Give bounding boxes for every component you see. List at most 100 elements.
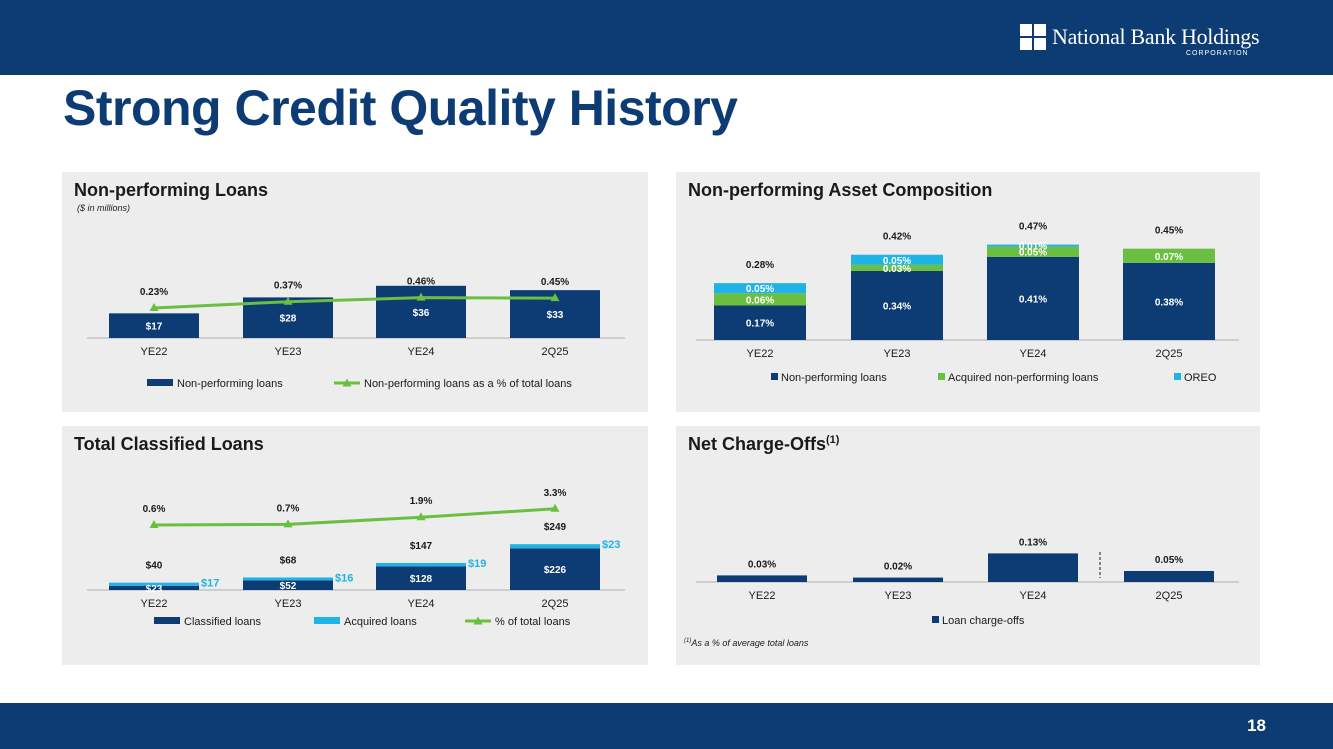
tcl-total-label: $68 (280, 555, 297, 566)
tcl-bar-acquired (376, 562, 466, 567)
x-tick-label: YE23 (275, 598, 302, 610)
x-tick-label: YE23 (885, 590, 912, 602)
npa-total-label: 0.47% (1019, 222, 1047, 233)
nco-bar-label: 0.05% (1155, 555, 1183, 566)
x-tick-label: YE24 (1020, 348, 1047, 360)
npl-subtitle: ($ in millions) (77, 203, 131, 213)
npa-bar-acquired-label: 0.05% (1019, 248, 1047, 259)
x-tick-label: 2Q25 (1156, 348, 1183, 360)
logo-mark-icon (1020, 24, 1046, 50)
legend-label: Non-performing loans (781, 372, 887, 384)
nco-footnote-text: As a % of average total loans (691, 638, 809, 648)
company-logo: National Bank Holdings CORPORATION (1020, 22, 1280, 62)
npl-pct-label: 0.37% (274, 281, 302, 292)
tcl-chart: $23 $17 $40 $52 $16 $68 $128 $19 $147 $226 $23 $249… (87, 488, 625, 628)
npa-bar-acquired-label: 0.07% (1155, 252, 1183, 263)
npa-bar-oreo-label: 0.05% (883, 256, 911, 267)
tcl-classified-label: $128 (410, 574, 433, 585)
npa-bar-npl-label: 0.34% (883, 301, 911, 312)
nco-chart: 0.03% 0.02% 0.13% 0.05% YE22 YE23 YE24 2Q25 Loan… (696, 537, 1239, 627)
x-tick-label: YE22 (747, 348, 774, 360)
npl-bar-label: $28 (280, 314, 297, 325)
x-tick-label: YE23 (275, 346, 302, 358)
tcl-bar-acquired (243, 577, 333, 581)
npa-bar-npl (1123, 262, 1215, 340)
logo-subtitle: CORPORATION (1186, 50, 1249, 57)
npa-bar-npl (851, 270, 943, 340)
nco-bar (988, 553, 1078, 582)
tcl-acquired-label: $16 (335, 572, 353, 584)
nco-footnote: (1)As a % of average total loans (684, 638, 808, 648)
npa-bar-oreo-label: 0.01% (1019, 242, 1047, 253)
npl-pct-marker (416, 292, 426, 301)
legend-label: OREO (1184, 372, 1217, 384)
npa-bar-oreo (714, 283, 806, 294)
legend-label: Acquired loans (344, 616, 417, 628)
legend-swatch (1174, 373, 1181, 380)
npa-bar-acquired (851, 264, 943, 271)
legend-label: Acquired non-performing loans (948, 372, 1099, 384)
npa-bar-oreo (987, 244, 1079, 247)
bottom-banner (0, 703, 1333, 749)
tcl-bar-acquired (510, 544, 600, 549)
tcl-bar-classified (109, 585, 199, 590)
tcl-acquired-label: $17 (201, 578, 219, 590)
nco-bar-label: 0.03% (748, 559, 776, 570)
nco-panel: Net Charge-Offs(1) (1)As a % of average … (676, 426, 1260, 665)
nco-bar (853, 577, 943, 582)
npl-bar (109, 313, 199, 338)
tcl-pct-marker (550, 503, 560, 512)
npa-bar-acquired (987, 246, 1079, 257)
npl-pct-label: 0.23% (140, 287, 168, 298)
tcl-pct-label: 1.9% (410, 496, 433, 507)
npl-bar-label: $36 (413, 308, 430, 319)
tcl-total-label: $249 (544, 522, 567, 533)
npa-bar-npl (714, 305, 806, 340)
npl-pct-marker (283, 296, 293, 305)
npa-total-label: 0.42% (883, 232, 911, 243)
tcl-classified-label: $52 (280, 581, 297, 592)
legend-swatch (938, 373, 945, 380)
tcl-acquired-label: $19 (468, 558, 486, 570)
legend-swatch-marker (342, 378, 352, 387)
npa-bar-npl-label: 0.17% (746, 319, 774, 330)
tcl-classified-label: $23 (146, 584, 163, 595)
tcl-pct-label: 3.3% (544, 488, 567, 499)
legend-label: Classified loans (184, 616, 262, 628)
logo-name: National Bank Holdings (1052, 24, 1260, 49)
x-tick-label: YE24 (408, 346, 435, 358)
npa-panel: Non-performing Asset Composition 0.17% 0.… (676, 172, 1260, 412)
npa-title: Non-performing Asset Composition (688, 180, 993, 200)
tcl-bar-classified (243, 580, 333, 590)
nco-title: Net Charge-Offs(1) (688, 434, 839, 455)
legend-swatch (147, 379, 173, 386)
npl-pct-line (153, 296, 556, 310)
legend-swatch (154, 617, 180, 624)
nco-title-sup: (1) (826, 434, 840, 446)
npa-total-label: 0.28% (746, 260, 774, 271)
tcl-pct-label: 0.7% (277, 503, 300, 514)
npl-pct-marker (149, 303, 159, 311)
x-tick-label: 2Q25 (542, 346, 569, 358)
npa-bar-npl (987, 256, 1079, 340)
tcl-pct-line (153, 507, 556, 527)
tcl-total-label: $147 (410, 541, 433, 552)
nco-footnote-marker: (1) (684, 638, 692, 644)
page-title: Strong Credit Quality History (63, 80, 738, 136)
x-tick-label: 2Q25 (1156, 590, 1183, 602)
tcl-bar-classified (376, 566, 466, 590)
npl-bar-label: $17 (146, 322, 163, 333)
x-tick-label: YE24 (408, 598, 435, 610)
nco-bar (1124, 571, 1214, 582)
npa-bar-acquired (1123, 248, 1215, 263)
legend-label: Loan charge-offs (942, 615, 1025, 627)
x-tick-label: YE22 (749, 590, 776, 602)
nco-title-text: Net Charge-Offs (688, 434, 827, 454)
x-tick-label: YE22 (141, 598, 168, 610)
legend-swatch (314, 617, 340, 624)
tcl-pct-marker (416, 512, 426, 521)
npa-chart: 0.17%0.06%0.05%0.28%0.34%0.03%0.05%0.42%… (696, 222, 1239, 384)
npl-pct-marker (550, 293, 560, 302)
legend-label: Non-performing loans as a % of total loa… (364, 378, 572, 390)
tcl-bar-acquired (109, 582, 199, 586)
